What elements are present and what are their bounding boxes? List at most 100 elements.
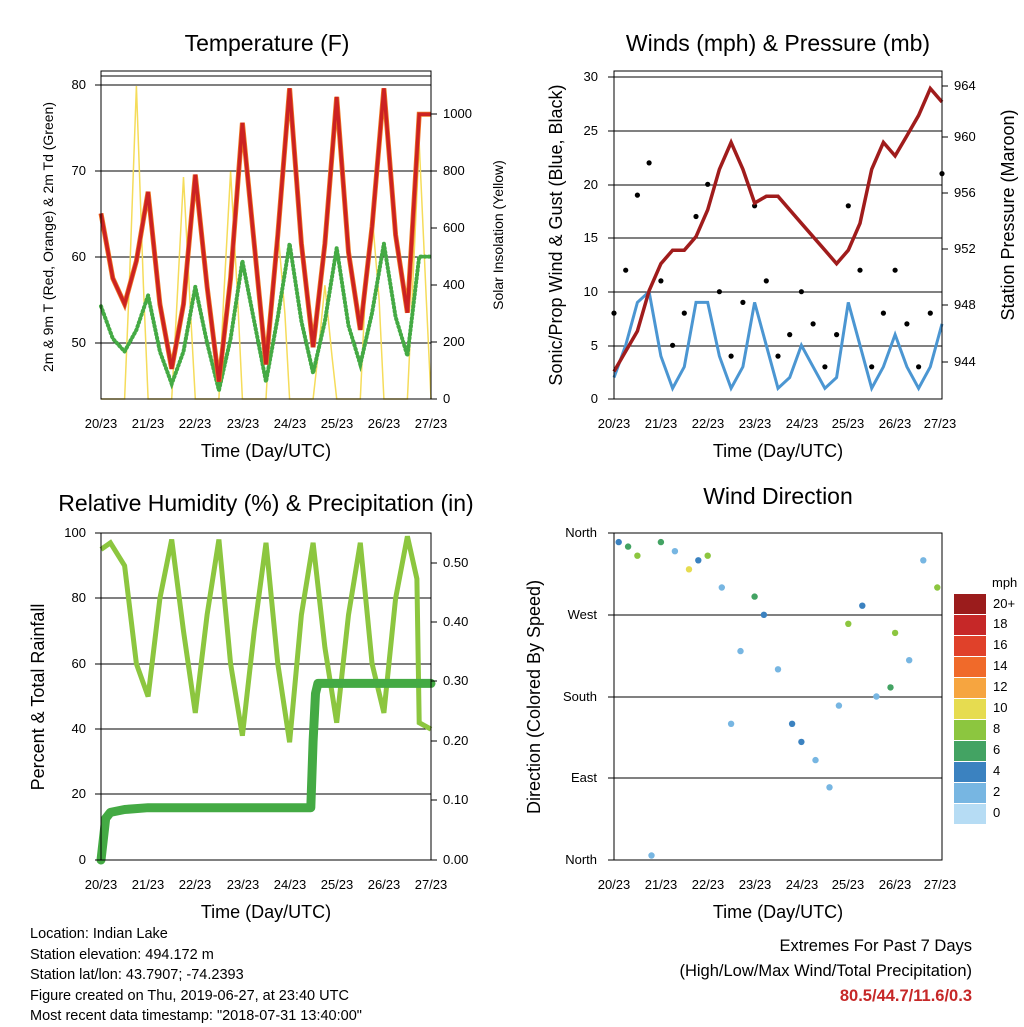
rh-ytick: 80: [72, 590, 86, 605]
dir-xtick: 21/23: [645, 877, 678, 892]
dir-xtick: 26/23: [879, 877, 912, 892]
wind-xtick: 21/23: [645, 416, 678, 431]
temp-xtick: 26/23: [368, 416, 401, 431]
wind-ytick: 0: [591, 391, 598, 406]
dir-xtick: 24/23: [786, 877, 819, 892]
gust-point: [716, 289, 723, 295]
temperature-left-ylabel: 2m & 9m T (Red, Orange) & 2m Td (Green): [40, 102, 56, 372]
pressure-ytick: 956: [954, 185, 976, 200]
latlon-text: Station lat/lon: 43.7907; -74.2393: [30, 967, 244, 983]
gust-point: [927, 310, 933, 316]
dir-xtick: 23/23: [739, 877, 772, 892]
precip-ytick: 0.30: [443, 673, 468, 688]
wind-direction-point: [835, 702, 843, 709]
humidity-title: Relative Humidity (%) & Precipitation (i…: [58, 490, 473, 516]
wind-direction-point: [887, 684, 894, 691]
gust-point: [880, 310, 887, 316]
legend-color-box: [954, 741, 986, 761]
temperature-xticks: 20/23 21/23 22/23 23/23 24/23 25/23 26/2…: [85, 416, 448, 431]
legend-label: 0: [993, 805, 1000, 820]
pressure-ytick: 964: [954, 78, 976, 93]
pressure-ytick: 944: [954, 354, 976, 369]
solar-ytick-800: 800: [443, 163, 465, 178]
gust-point: [740, 299, 746, 305]
wind-direction-point: [634, 552, 641, 559]
temp-xtick: 24/23: [274, 416, 307, 431]
precip-ytick: 0.10: [443, 792, 468, 807]
extremes-values: 80.5/44.7/11.6/0.3: [839, 987, 972, 1005]
temperature-2m-line: [99, 88, 431, 382]
temp-xtick: 21/23: [132, 416, 165, 431]
wind-ytick: 15: [584, 230, 598, 245]
wind-direction-point: [798, 738, 805, 746]
gust-point: [681, 310, 687, 316]
humidity-plot-frame: [100, 532, 432, 861]
location-text: Location: Indian Lake: [30, 926, 168, 942]
winds-gridlines: [614, 76, 942, 347]
winds-right-ticks: 944 948 952 956 960 964: [942, 78, 976, 369]
direction-xticks: 20/23 21/23 22/23 23/23 24/23 25/23 26/2…: [598, 877, 957, 892]
gust-point: [904, 321, 910, 327]
rh-xtick: 25/23: [321, 877, 354, 892]
gust-point: [693, 213, 699, 220]
dir-xtick: 27/23: [924, 877, 957, 892]
dir-ytick: East: [571, 770, 597, 785]
wind-xtick: 26/23: [879, 416, 912, 431]
precipitation-line: [96, 678, 436, 865]
legend-color-box: [954, 657, 986, 677]
direction-title: Wind Direction: [703, 483, 853, 509]
gust-point: [705, 181, 711, 187]
gust-point: [658, 278, 664, 284]
wind-xtick: 20/23: [598, 416, 631, 431]
temp-ytick-60: 60: [72, 249, 86, 264]
solar-ytick-200: 200: [443, 334, 465, 349]
winds-panel: Winds (mph) & Pressure (mb) 0 5 10 15 20…: [546, 30, 1018, 461]
wind-ytick: 20: [584, 177, 598, 192]
gust-point: [822, 364, 828, 370]
wind-xtick: 22/23: [692, 416, 725, 431]
temperature-right-ylabel: Solar Insolation (Yellow): [490, 160, 506, 310]
direction-gridlines: [614, 614, 942, 779]
gust-point: [845, 203, 851, 209]
sonic-wind-line: [612, 288, 944, 393]
recent-timestamp-text: Most recent data timestamp: "2018-07-31 …: [30, 1008, 362, 1024]
temp-ytick-70: 70: [72, 163, 86, 178]
direction-panel: Wind Direction North East South West Nor…: [524, 483, 1017, 922]
wind-direction-point: [920, 557, 927, 564]
legend-title: mph: [992, 575, 1017, 590]
rh-ytick: 60: [72, 656, 86, 671]
direction-left-ticks: North East South West North: [563, 525, 614, 867]
legend-label: 14: [993, 658, 1007, 673]
legend-color-box: [954, 762, 986, 782]
legend-label: 2: [993, 784, 1000, 799]
legend-label: 8: [993, 721, 1000, 736]
wind-direction-point: [873, 693, 880, 700]
humidity-xlabel: Time (Day/UTC): [201, 902, 331, 922]
humidity-panel: Relative Humidity (%) & Precipitation (i…: [28, 490, 474, 922]
dir-ytick: North: [565, 852, 597, 867]
gust-point: [670, 342, 676, 348]
winds-title: Winds (mph) & Pressure (mb): [626, 30, 930, 56]
created-text: Figure created on Thu, 2019-06-27, at 23…: [30, 987, 349, 1004]
gust-points: [611, 160, 945, 370]
wind-ytick: 10: [584, 284, 598, 299]
gust-point: [623, 267, 629, 273]
temperature-plot-frame: [100, 70, 432, 400]
humidity-left-ylabel: Percent & Total Rainfall: [28, 604, 48, 791]
humidity-xticks: 20/23 21/23 22/23 23/23 24/23 25/23 26/2…: [85, 877, 448, 892]
legend-color-boxes: [954, 594, 986, 824]
wind-direction-point: [859, 602, 866, 609]
temp-ytick-80: 80: [72, 77, 86, 92]
gust-point: [857, 267, 863, 273]
wind-xtick: 24/23: [786, 416, 819, 431]
wind-direction-point: [671, 548, 679, 555]
rh-xtick: 27/23: [415, 877, 448, 892]
temp-xtick: 23/23: [227, 416, 260, 431]
legend-color-box: [954, 636, 986, 656]
precip-ytick: 0.00: [443, 852, 468, 867]
dir-xtick: 22/23: [692, 877, 725, 892]
winds-plot-frame: [613, 70, 943, 400]
dewpoint-line: [99, 243, 433, 391]
winds-xticks: 20/23 21/23 22/23 23/23 24/23 25/23 26/2…: [598, 416, 957, 431]
wind-direction-point: [727, 720, 735, 727]
